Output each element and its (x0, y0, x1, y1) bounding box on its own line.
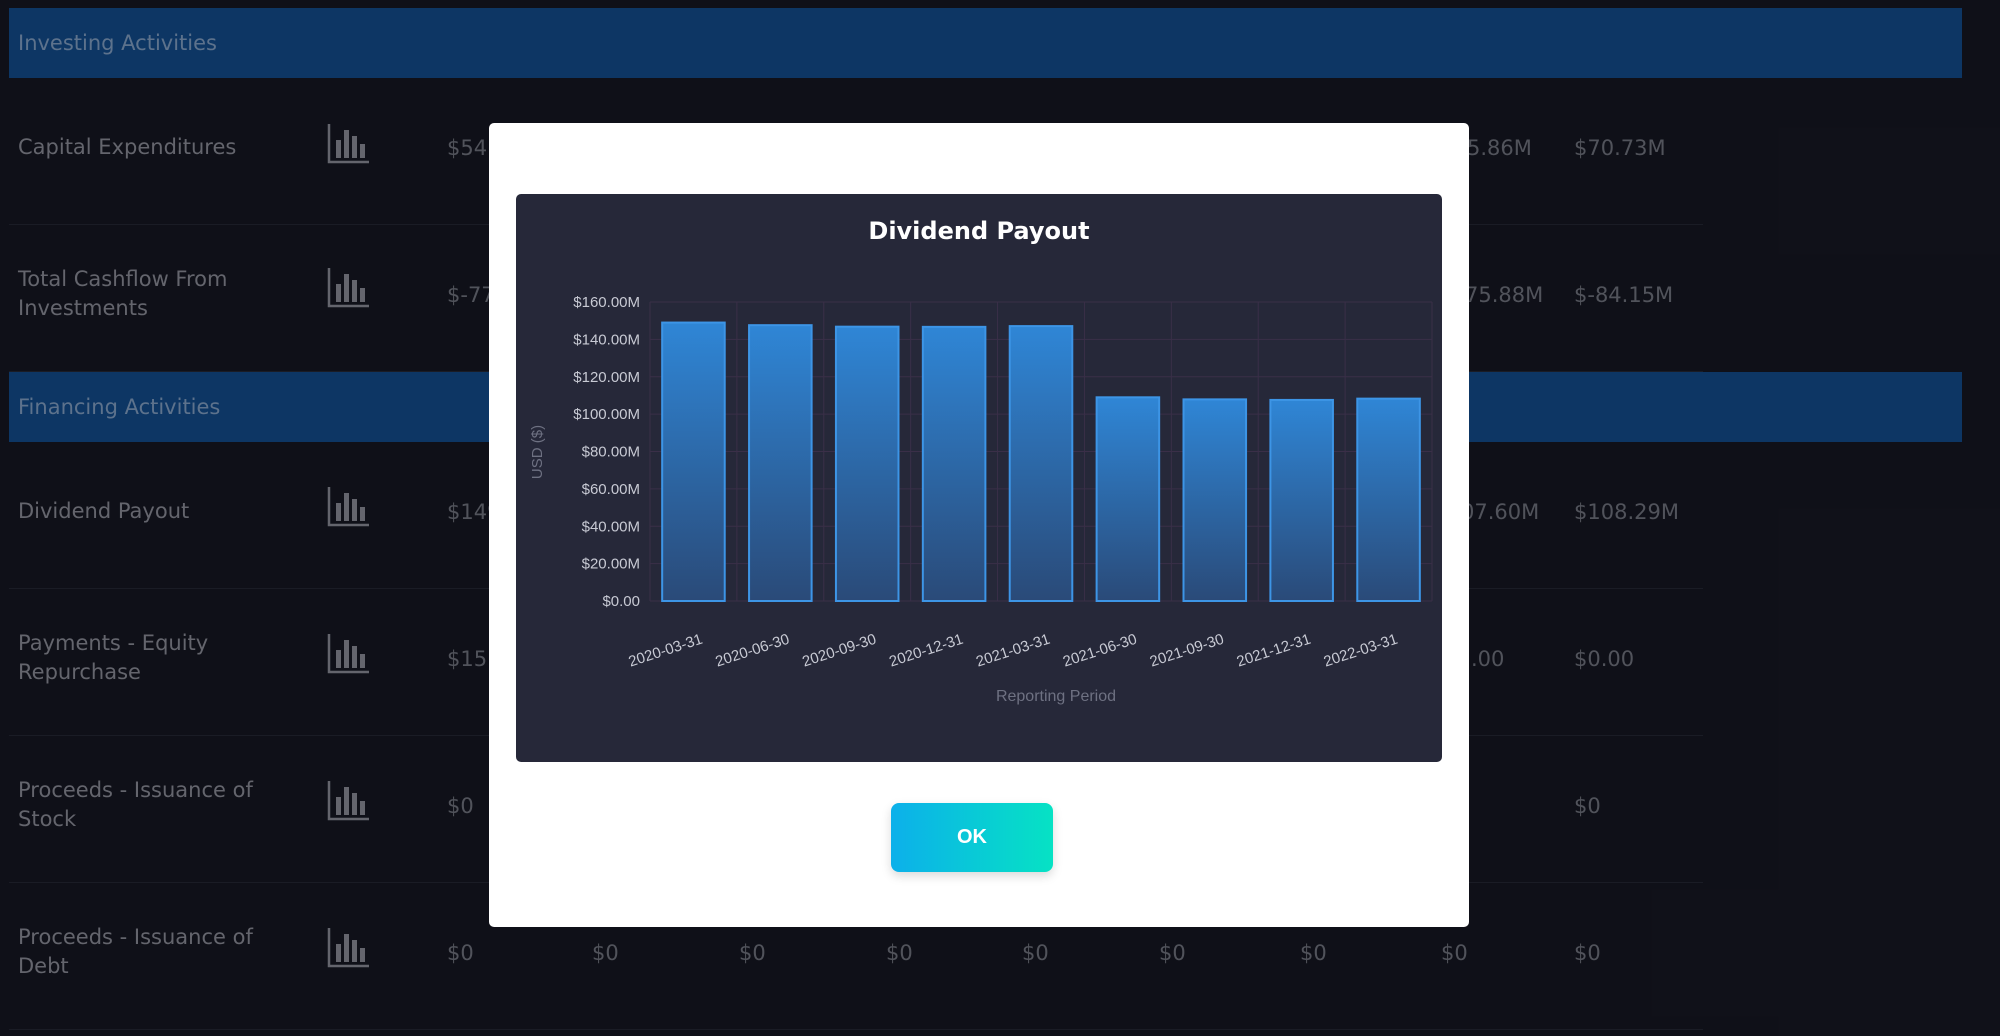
bar (834, 325, 900, 602)
chart-title: Dividend Payout (868, 217, 1089, 245)
value-cell: $0 (1441, 941, 1468, 965)
y-tick-label: $120.00M (573, 369, 640, 386)
value-cell: $0 (886, 941, 913, 965)
value-cell: $0.00 (1574, 647, 1635, 671)
table-row: Proceeds - Issuance of Debt $0 $0 $0 $0 … (9, 883, 1703, 1030)
value-cell: $0 (1159, 941, 1186, 965)
value-cell: $-84.15M (1574, 283, 1674, 307)
bar (748, 324, 813, 603)
x-tick-label: 2021-12-31 (1235, 631, 1313, 671)
bar (1356, 397, 1421, 602)
row-label: Proceeds - Issuance of Debt (18, 925, 253, 978)
row-label: Dividend Payout (18, 499, 190, 523)
section-title: Financing Activities (18, 395, 221, 419)
y-tick-label: $80.00M (582, 444, 640, 461)
value-cell: $0 (1300, 941, 1327, 965)
x-tick-label: 2020-09-30 (800, 631, 878, 671)
value-cell: $0 (447, 941, 474, 965)
x-axis-label: Reporting Period (996, 688, 1116, 705)
bar-chart-icon[interactable] (327, 634, 371, 674)
row-label: Total Cashflow From Investments (18, 267, 228, 320)
bar-chart-icon[interactable] (327, 781, 371, 821)
value-cell: .00 (1471, 647, 1505, 671)
value-cell: 5.86M (1467, 136, 1532, 160)
value-cell: $0 (1022, 941, 1049, 965)
x-tick-label: 2020-03-31 (626, 631, 704, 671)
bar-chart-icon[interactable] (327, 487, 371, 527)
bar (1095, 396, 1161, 602)
x-tick-label: 2021-06-30 (1061, 631, 1139, 671)
y-tick-label: $100.00M (573, 406, 640, 423)
bar (921, 325, 987, 602)
value-cell: $0 (592, 941, 619, 965)
ok-button[interactable]: OK (891, 803, 1053, 872)
chart-card: Dividend Payout $0.00 $20.00M $40.00M $60.00… (516, 194, 1442, 762)
bar-chart-icon[interactable] (327, 268, 371, 308)
row-label: Proceeds - Issuance of Stock (18, 778, 253, 831)
chart-modal: Dividend Payout $0.00 $20.00M $40.00M $60.00… (489, 123, 1469, 927)
row-label: Capital Expenditures (18, 135, 237, 159)
table-row: Total Cashflow From Investments $-77 75.… (9, 225, 1703, 372)
value-cell: $54. (447, 136, 494, 160)
value-cell: 75.88M (1465, 283, 1544, 307)
y-tick-label: $0.00 (602, 593, 640, 610)
y-tick-label: $140.00M (573, 331, 640, 348)
y-tick-label: $20.00M (582, 556, 640, 573)
bar (1182, 398, 1248, 602)
x-tick-label: 2020-06-30 (713, 631, 791, 671)
value-cell: $70.73M (1574, 136, 1666, 160)
x-tick-label: 2020-12-31 (887, 631, 965, 671)
dividend-chart: Dividend Payout $0.00 $20.00M $40.00M $60.00… (529, 217, 1433, 705)
value-cell: 07.60M (1461, 500, 1540, 524)
value-cell: $108.29M (1574, 500, 1679, 524)
bar (661, 321, 726, 602)
y-axis-label: USD ($) (529, 425, 546, 479)
section-title: Investing Activities (18, 31, 217, 55)
value-cell: $-77 (447, 283, 495, 307)
value-cell: $0 (1574, 941, 1601, 965)
bar-chart-icon[interactable] (327, 124, 371, 164)
bar-chart-icon[interactable] (327, 928, 371, 968)
y-tick-label: $40.00M (582, 518, 640, 535)
bar (1008, 325, 1074, 602)
value-cell: $0 (447, 794, 474, 818)
section-header-investing: Investing Activities (9, 8, 1962, 78)
x-tick-label: 2021-09-30 (1148, 631, 1226, 671)
x-tick-label: 2022-03-31 (1322, 631, 1400, 671)
row-label: Payments - Equity Repurchase (18, 631, 209, 684)
value-cell: $0 (739, 941, 766, 965)
bar (1269, 398, 1334, 602)
y-tick-label: $60.00M (582, 481, 640, 498)
value-cell: $0 (1574, 794, 1601, 818)
x-tick-label: 2021-03-31 (974, 631, 1052, 671)
y-tick-label: $160.00M (573, 294, 640, 311)
